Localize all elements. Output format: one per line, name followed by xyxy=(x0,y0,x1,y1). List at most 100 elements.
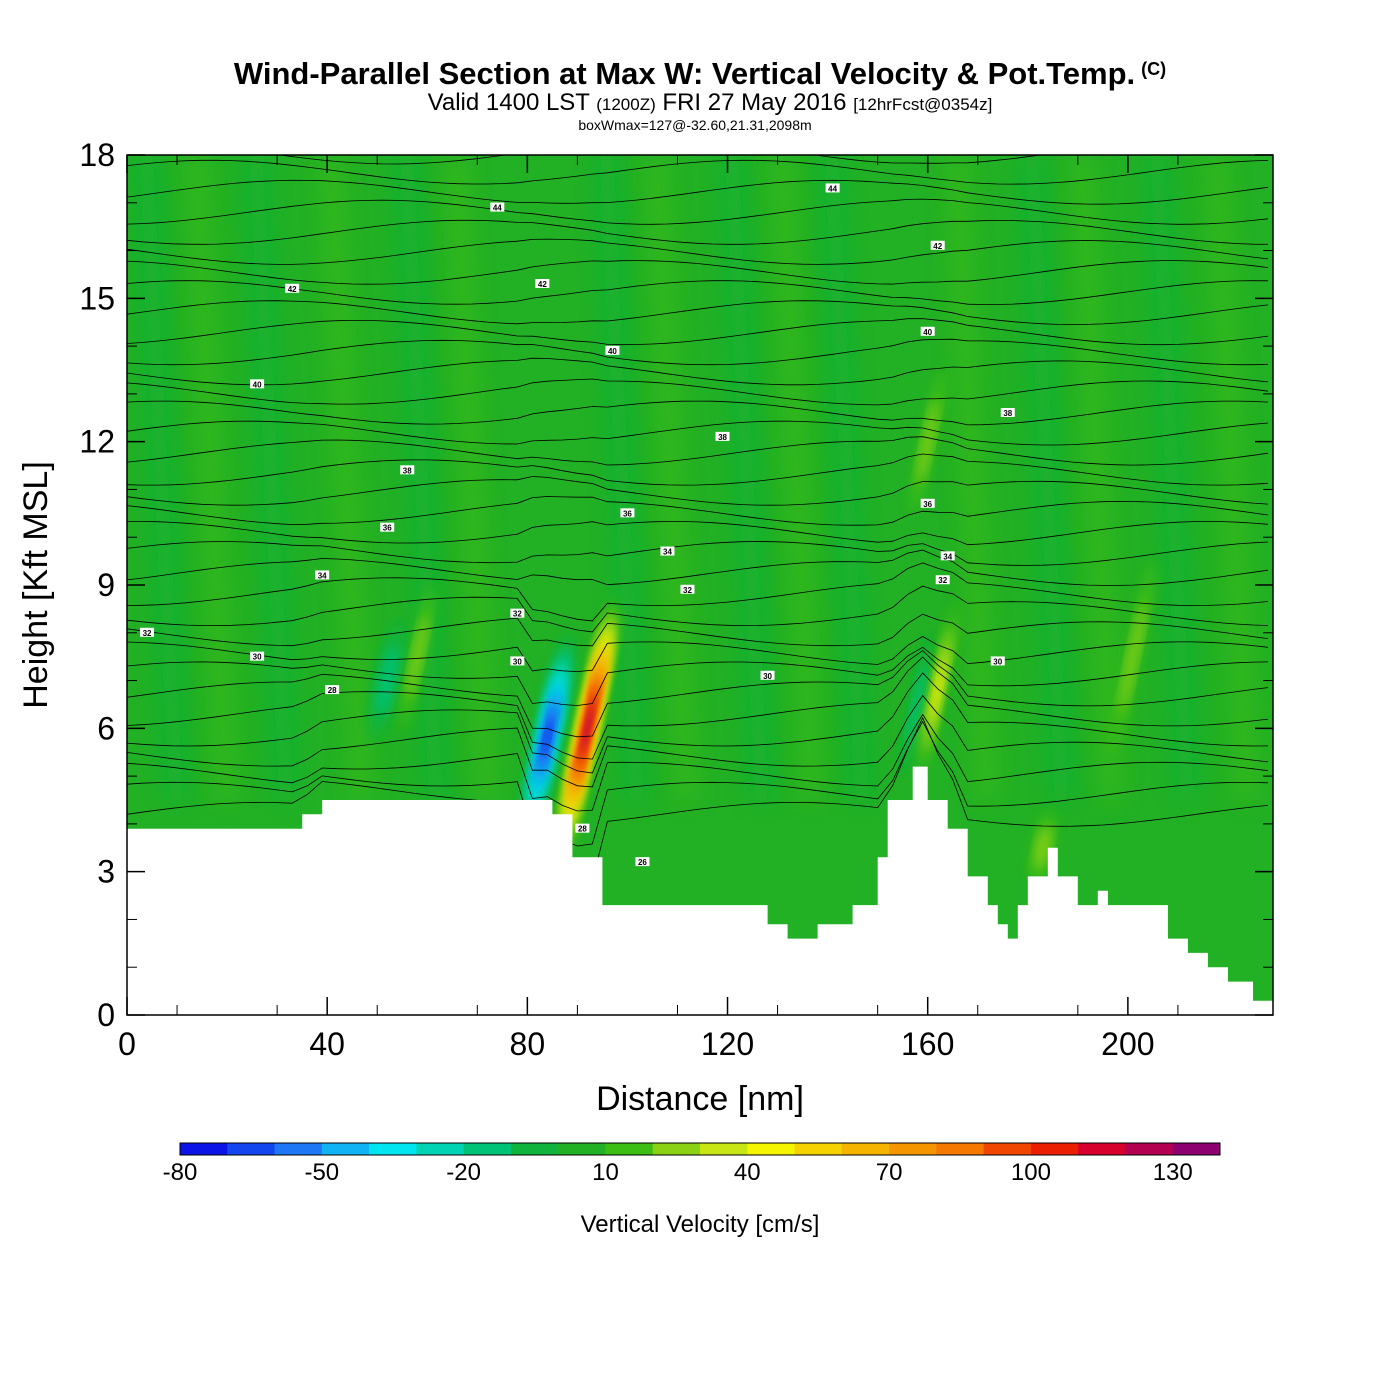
label-bg xyxy=(510,608,525,618)
terrain xyxy=(127,766,1273,1015)
colorbar-swatch xyxy=(652,1143,701,1155)
label-bg xyxy=(490,202,505,212)
field-streak xyxy=(1022,155,1071,800)
contour-line xyxy=(127,260,1269,285)
pot-temp-label: 34 xyxy=(315,570,330,580)
pot-temp-label-text: 44 xyxy=(493,204,502,213)
title-text: Wind-Parallel Section at Max W: Vertical… xyxy=(233,56,1136,91)
label-bg xyxy=(620,508,635,518)
pot-temp-label: 30 xyxy=(760,670,775,681)
pot-temp-label-text: 34 xyxy=(318,571,327,580)
x-tick-label: 160 xyxy=(901,1026,954,1062)
box-wmax-line: boxWmax=127@-32.60,21.31,2098m xyxy=(578,117,812,133)
pot-temp-label: 42 xyxy=(535,279,550,289)
field-streak xyxy=(322,155,371,800)
velocity-level xyxy=(1035,826,1051,869)
pot-temp-label-text: 34 xyxy=(663,548,672,557)
contour-line xyxy=(127,585,1269,633)
zulu-time: (1200Z) xyxy=(596,95,656,114)
pot-temp-label-text: 26 xyxy=(638,858,647,867)
chart-title: Wind-Parallel Section at Max W: Vertical… xyxy=(0,52,1400,91)
colorbar-swatch xyxy=(889,1143,937,1155)
y-tick-label: 15 xyxy=(79,280,115,316)
pot-temp-label-text: 28 xyxy=(578,825,587,834)
colorbar-tick-label: 10 xyxy=(592,1159,619,1186)
pot-temp-label-text: 30 xyxy=(253,653,262,662)
pot-temp-label: 36 xyxy=(620,508,635,518)
contour-line xyxy=(127,198,1269,225)
label-bg xyxy=(140,627,155,637)
y-tick-label: 3 xyxy=(97,854,115,890)
colorbar-swatch xyxy=(794,1143,843,1155)
colorbar-swatch xyxy=(1172,1143,1221,1155)
pot-temp-label-text: 32 xyxy=(683,586,692,595)
updraft-core xyxy=(400,586,434,727)
pot-temp-label-text: 44 xyxy=(828,184,837,193)
colorbar-swatch xyxy=(936,1143,985,1155)
field-streak xyxy=(187,155,236,800)
velocity-level xyxy=(931,662,944,718)
colorbar-tick-label: 130 xyxy=(1153,1159,1193,1186)
contour-line xyxy=(277,155,1044,165)
forecast-hour: [12hrFcst@0354z] xyxy=(853,95,993,114)
label-bg xyxy=(760,670,775,680)
downdraft-core xyxy=(521,632,573,844)
label-bg xyxy=(380,522,395,532)
x-tick-label: 120 xyxy=(701,1026,754,1062)
label-bg xyxy=(285,283,300,293)
contour-line xyxy=(127,650,1269,738)
colorbar-swatch xyxy=(369,1143,417,1155)
updraft-core xyxy=(558,599,617,857)
pot-temp-contours xyxy=(127,155,1269,883)
pot-temp-label: 30 xyxy=(990,656,1005,666)
colorbar-frame xyxy=(179,1142,1221,1156)
copyright-mark: (C) xyxy=(1141,59,1167,79)
colorbar-tick-label: 100 xyxy=(1011,1159,1051,1186)
pot-temp-label: 40 xyxy=(250,379,265,389)
contour-line xyxy=(127,378,1269,406)
pot-temp-label: 30 xyxy=(510,656,525,666)
pot-temp-label: 42 xyxy=(930,240,945,251)
y-tick-label: 9 xyxy=(97,567,115,603)
label-bg xyxy=(510,656,525,666)
contour-line xyxy=(127,318,1269,346)
label-bg xyxy=(325,685,340,695)
contour-line xyxy=(127,219,1269,245)
pot-temp-label-text: 32 xyxy=(938,576,947,585)
contour-line xyxy=(127,562,1269,622)
x-tick-label: 200 xyxy=(1101,1026,1154,1062)
field-streak xyxy=(772,155,821,800)
colorbar: -80 -50 -20 10 40 70 100 130 xyxy=(163,1142,1221,1186)
valid-date: FRI 27 May 2016 xyxy=(662,89,847,116)
updraft-core xyxy=(1030,812,1056,883)
contour-line xyxy=(127,300,1269,326)
y-tick-label: 0 xyxy=(97,997,115,1033)
pot-temp-label: 32 xyxy=(510,608,525,619)
contour-line xyxy=(127,496,1269,526)
label-bg xyxy=(535,279,550,288)
contour-line xyxy=(127,646,1269,706)
pot-temp-label: 36 xyxy=(920,498,935,509)
contour-line xyxy=(127,541,1269,566)
field-streak xyxy=(247,155,296,800)
label-bg xyxy=(990,656,1005,666)
pot-temp-label: 42 xyxy=(285,283,300,294)
contour-line xyxy=(127,238,1269,265)
field-streak xyxy=(1072,155,1121,800)
pot-temp-label-text: 38 xyxy=(1003,409,1012,418)
chart-subtitle: Valid 1400 LST (1200Z) FRI 27 May 2016 [… xyxy=(20,91,1400,117)
velocity-level xyxy=(584,714,591,743)
contour-line xyxy=(127,476,1269,506)
contour-line xyxy=(127,694,1269,788)
field-streak xyxy=(947,155,996,800)
contour-line xyxy=(127,280,1269,305)
field-streak xyxy=(397,155,446,800)
field-streak xyxy=(822,155,871,800)
colorbar-tick-label: -80 xyxy=(163,1159,198,1186)
velocity-level xyxy=(1120,600,1146,713)
velocity-field-texture xyxy=(137,155,1256,800)
colorbar-swatch xyxy=(841,1143,890,1155)
pot-temp-label-text: 36 xyxy=(623,509,632,518)
colorbar-swatch xyxy=(605,1143,654,1155)
